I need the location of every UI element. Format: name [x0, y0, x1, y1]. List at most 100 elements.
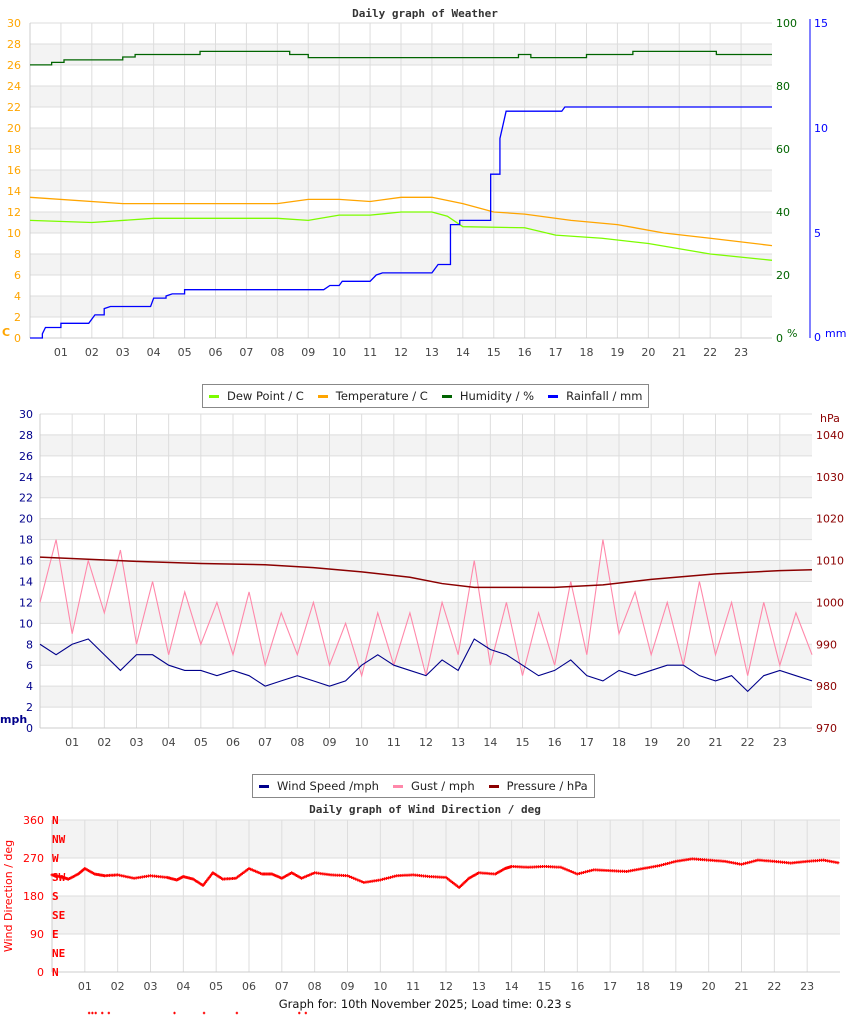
series-line-3: [30, 106, 772, 339]
x-tick-label: 02: [97, 736, 111, 749]
x-tick-label: 05: [194, 736, 208, 749]
x-tick-label: 08: [290, 736, 304, 749]
y-tick-pressure: 1030: [816, 471, 844, 484]
x-tick-label: 23: [773, 736, 787, 749]
x-tick-label: 05: [178, 346, 192, 359]
x-tick-label: 09: [323, 736, 337, 749]
y-tick-direction: 270: [23, 852, 44, 865]
y-tick-direction: 360: [23, 814, 44, 827]
compass-label: NW: [52, 833, 66, 846]
direction-point: [308, 873, 312, 877]
x-tick-label: 04: [176, 980, 190, 993]
direction-point: [567, 869, 571, 873]
direction-point: [304, 874, 308, 878]
direction-point: [254, 869, 258, 873]
direction-point: [446, 877, 450, 881]
legend-temperature: Temperature / C: [317, 389, 428, 403]
direction-point: [257, 871, 261, 875]
y-tick-wind: 2: [26, 701, 33, 714]
y-tick-pressure: 1000: [816, 596, 844, 609]
direction-mark: [107, 1011, 111, 1015]
direction-mark: [298, 1011, 301, 1015]
direction-mark: [101, 1011, 104, 1015]
y-tick-wind: 24: [19, 471, 33, 484]
compass-label: N: [52, 814, 59, 827]
x-tick-label: 23: [800, 980, 814, 993]
y-tick-pressure: 990: [816, 638, 837, 651]
direction-point: [451, 880, 455, 884]
direction-point: [247, 867, 251, 871]
direction-point: [447, 878, 451, 882]
x-tick-label: 17: [603, 980, 617, 993]
y-tick-humidity: 0: [776, 332, 783, 345]
x-tick-label: 19: [610, 346, 624, 359]
direction-point: [573, 871, 577, 875]
x-tick-label: 07: [239, 346, 253, 359]
y-tick-wind: 12: [19, 596, 33, 609]
x-tick-label: 02: [85, 346, 99, 359]
direction-mark: [235, 1011, 239, 1015]
direction-point: [569, 870, 573, 874]
x-tick-label: 22: [767, 980, 781, 993]
y-unit-humidity: %: [787, 327, 797, 340]
y-tick-humidity: 60: [776, 143, 790, 156]
y-tick-pressure: 1040: [816, 429, 844, 442]
y-tick-temp: 30: [7, 17, 21, 30]
x-tick-label: 18: [612, 736, 626, 749]
y-tick-temp: 24: [7, 80, 21, 93]
direction-point: [236, 875, 240, 879]
x-tick-label: 09: [341, 980, 355, 993]
x-tick-label: 03: [144, 980, 158, 993]
footer: Graph for: 10th November 2025; Load time…: [278, 997, 572, 1011]
x-tick-label: 14: [505, 980, 519, 993]
compass-label: NE: [52, 947, 65, 960]
y-tick-temp: 20: [7, 122, 21, 135]
direction-point: [309, 872, 313, 876]
x-tick-label: 01: [65, 736, 79, 749]
y-tick-wind: 18: [19, 534, 33, 547]
direction-point: [561, 866, 565, 870]
direction-mark: [91, 1011, 94, 1015]
y-tick-pressure: 1020: [816, 513, 844, 526]
x-tick-label: 06: [242, 980, 256, 993]
series-line-1: [39, 638, 813, 693]
y-tick-direction: 0: [37, 966, 44, 979]
direction-point: [239, 873, 243, 877]
x-tick-label: 02: [111, 980, 125, 993]
compass-label: E: [52, 928, 59, 941]
x-tick-label: 08: [270, 346, 284, 359]
y-tick-wind: 26: [19, 450, 33, 463]
x-tick-label: 19: [669, 980, 683, 993]
direction-point: [346, 874, 349, 878]
direction-mark: [304, 1011, 308, 1015]
series-line-1: [29, 196, 773, 247]
y-tick-wind: 6: [26, 659, 33, 672]
direction-point: [311, 871, 315, 875]
direction-point: [571, 870, 575, 874]
direction-point: [244, 869, 248, 873]
legend-weather: Dew Point / C Temperature / C Humidity /…: [202, 384, 650, 408]
y-tick-temp: 4: [14, 290, 21, 303]
y-tick-temp: 22: [7, 101, 21, 114]
x-tick-label: 15: [538, 980, 552, 993]
x-tick-label: 07: [258, 736, 272, 749]
x-tick-label: 12: [439, 980, 453, 993]
x-tick-label: 03: [130, 736, 144, 749]
x-tick-label: 13: [451, 736, 465, 749]
x-tick-label: 18: [580, 346, 594, 359]
y-unit-wind: mph: [0, 713, 27, 726]
x-tick-label: 20: [676, 736, 690, 749]
x-tick-label: 20: [641, 346, 655, 359]
direction-point: [354, 877, 358, 881]
series-line-2: [30, 50, 772, 66]
x-tick-label: 17: [549, 346, 563, 359]
direction-point: [252, 869, 256, 873]
x-tick-label: 20: [702, 980, 716, 993]
x-tick-label: 14: [483, 736, 497, 749]
y-unit-rain: mm: [825, 327, 846, 340]
direction-point: [565, 868, 569, 872]
y-tick-rain: 5: [814, 227, 821, 240]
y-tick-wind: 4: [26, 680, 33, 693]
direction-point: [356, 878, 360, 882]
y-tick-humidity: 40: [776, 206, 790, 219]
